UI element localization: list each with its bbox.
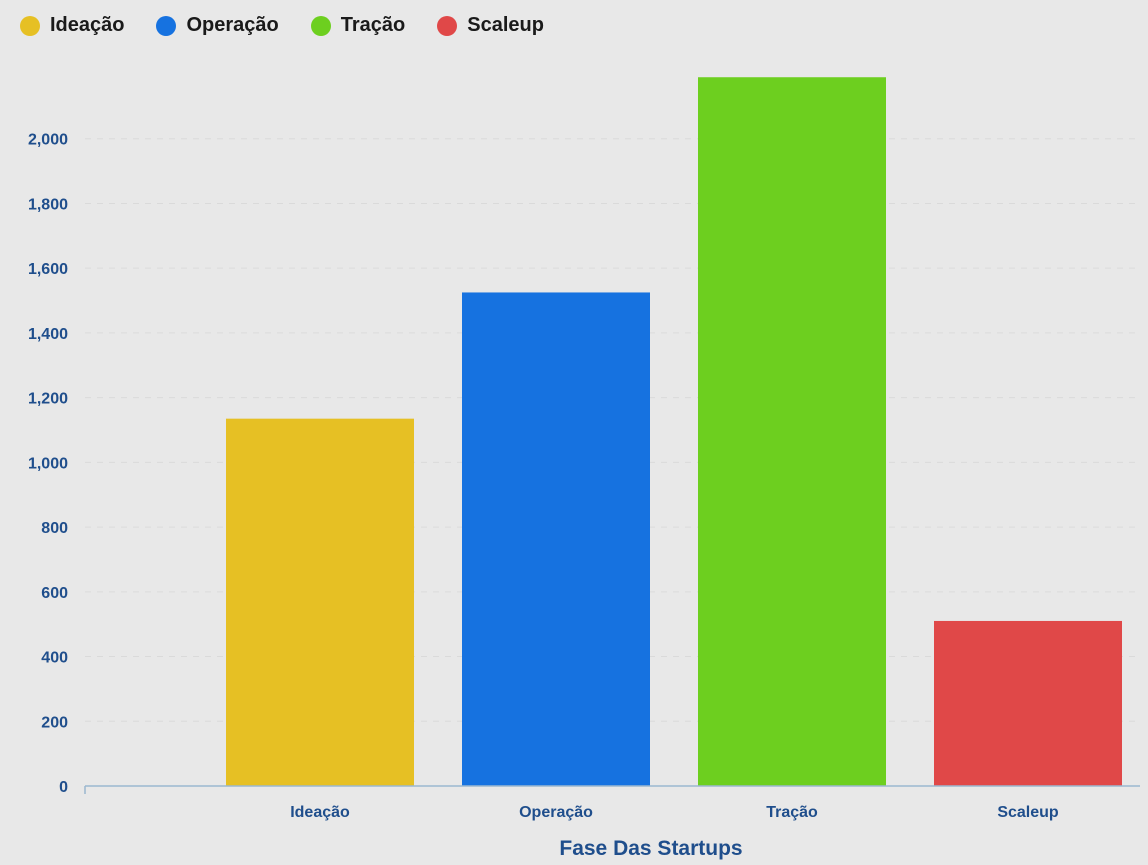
legend-item-tracao[interactable]: Tração	[310, 14, 406, 37]
legend: Ideação Operação Tração Scaleup	[20, 14, 576, 37]
bar-1[interactable]	[462, 292, 650, 786]
legend-swatch-tracao	[310, 15, 331, 36]
y-tick-label: 400	[41, 650, 68, 667]
legend-label-ideacao: Ideação	[50, 14, 125, 36]
bar-0[interactable]	[226, 418, 414, 786]
legend-swatch-operacao	[156, 15, 177, 36]
x-axis: Ideação Operação Tração Scaleup	[84, 786, 1059, 821]
legend-swatch-ideacao	[20, 15, 40, 36]
y-tick-label: 1,200	[28, 391, 68, 408]
y-tick-label: 800	[41, 520, 68, 537]
y-tick-label: 600	[41, 585, 68, 602]
y-axis: 0 200 400 600 800 1,000 1,200 1,400 1,600 1,800 2,…	[28, 132, 68, 796]
y-tick-label: 2,000	[28, 132, 68, 149]
y-tick-label: 1,600	[28, 261, 68, 278]
bar-3[interactable]	[934, 620, 1122, 786]
y-tick-label: 1,400	[28, 326, 68, 343]
legend-item-operacao[interactable]: Operação	[156, 14, 279, 37]
legend-swatch-scaleup	[437, 15, 458, 36]
y-tick-label: 200	[41, 714, 68, 731]
legend-label-tracao: Tração	[340, 14, 406, 36]
y-tick-label: 1,000	[28, 455, 68, 472]
bar-2[interactable]	[698, 77, 886, 786]
y-tick-label: 1,800	[28, 196, 68, 213]
x-tick-label: Ideação	[290, 804, 350, 821]
x-tick-label: Operação	[519, 804, 593, 821]
legend-label-operacao: Operação	[186, 14, 279, 36]
legend-item-scaleup[interactable]: Scaleup	[437, 14, 544, 37]
x-tick-label: Tração	[766, 804, 818, 821]
y-tick-label: 0	[59, 779, 68, 796]
x-axis-title: Fase Das Startups	[559, 837, 742, 860]
legend-item-ideacao[interactable]: Ideação	[20, 14, 124, 37]
legend-label-scaleup: Scaleup	[467, 14, 544, 36]
bar-layer	[226, 77, 1122, 786]
x-tick-label: Scaleup	[997, 804, 1059, 821]
